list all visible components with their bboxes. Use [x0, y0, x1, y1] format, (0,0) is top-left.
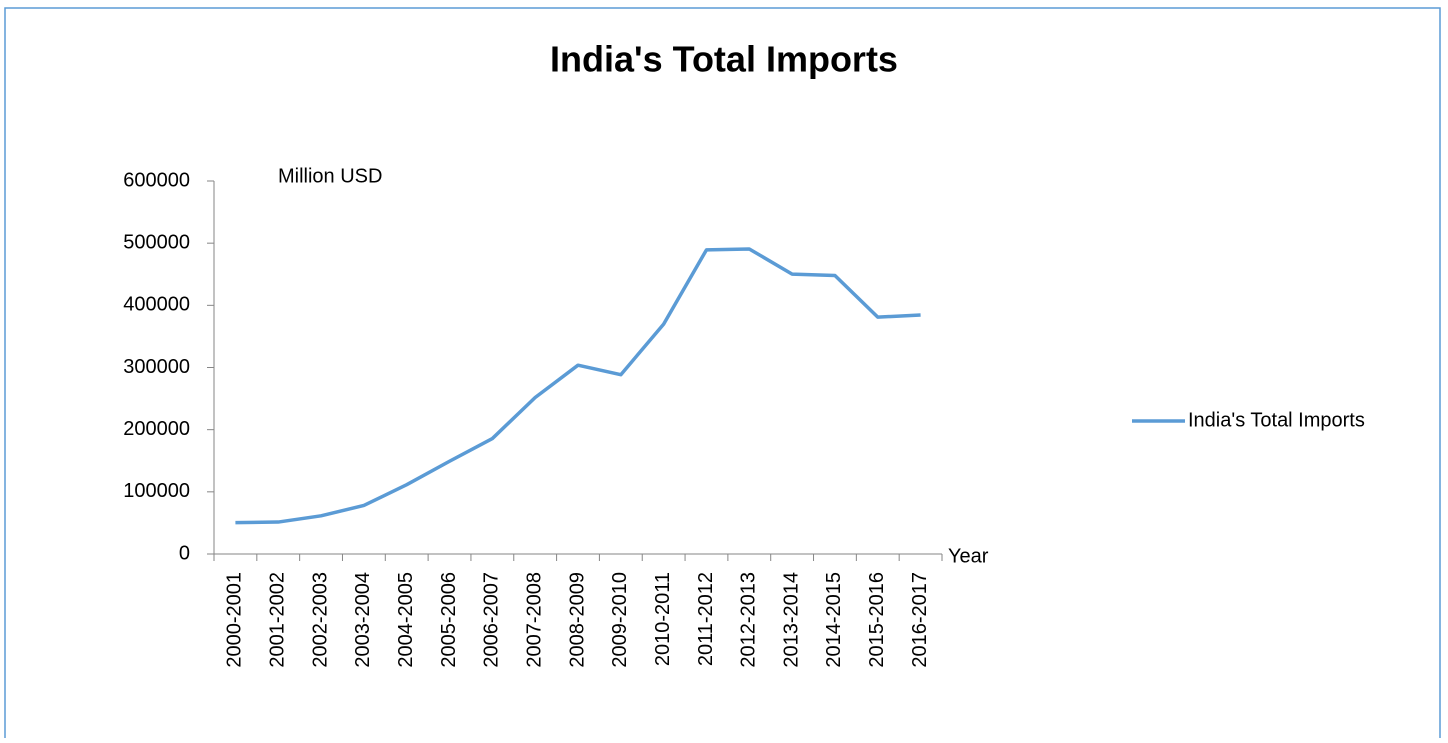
x-tick-label: 2000-2001 [224, 572, 246, 668]
y-tick-label: 100000 [123, 480, 190, 502]
x-tick-label: 2009-2010 [609, 572, 631, 668]
x-tick-label: 2006-2007 [481, 572, 503, 668]
line-series [235, 247, 921, 525]
x-tick-label: 2005-2006 [438, 572, 460, 668]
x-tick-label: 2011-2012 [695, 572, 717, 666]
y-tick-label: 600000 [123, 169, 190, 191]
legend-label: India's Total Imports [1188, 409, 1365, 431]
chart-title: India's Total Imports [550, 39, 898, 80]
x-tick-label: 2012-2013 [738, 572, 760, 668]
y-tick-label: 0 [179, 542, 190, 564]
y-tick-label: 500000 [123, 231, 190, 253]
x-tick-label: 2003-2004 [352, 572, 374, 668]
x-tick-label: 2008-2009 [566, 572, 588, 668]
x-tick-label: 2010-2011 [652, 572, 674, 666]
x-tick-label: 2001-2002 [267, 572, 289, 668]
x-tick-label: 2016-2017 [909, 572, 931, 668]
x-tick-label: 2002-2003 [309, 572, 331, 668]
y-tick-label: 400000 [123, 294, 190, 316]
x-tick-label: 2004-2005 [395, 572, 417, 668]
y-tick-label: 300000 [123, 356, 190, 378]
x-tick-label: 2014-2015 [823, 572, 845, 668]
x-axis-label: Year [948, 545, 989, 567]
y-tick-label: 200000 [123, 418, 190, 440]
y-axis-label: Million USD [278, 165, 382, 187]
x-tick-label: 2007-2008 [523, 572, 545, 668]
chart-frame [4, 7, 1441, 743]
x-tick-label: 2015-2016 [866, 572, 888, 668]
x-tick-label: 2013-2014 [780, 572, 802, 668]
